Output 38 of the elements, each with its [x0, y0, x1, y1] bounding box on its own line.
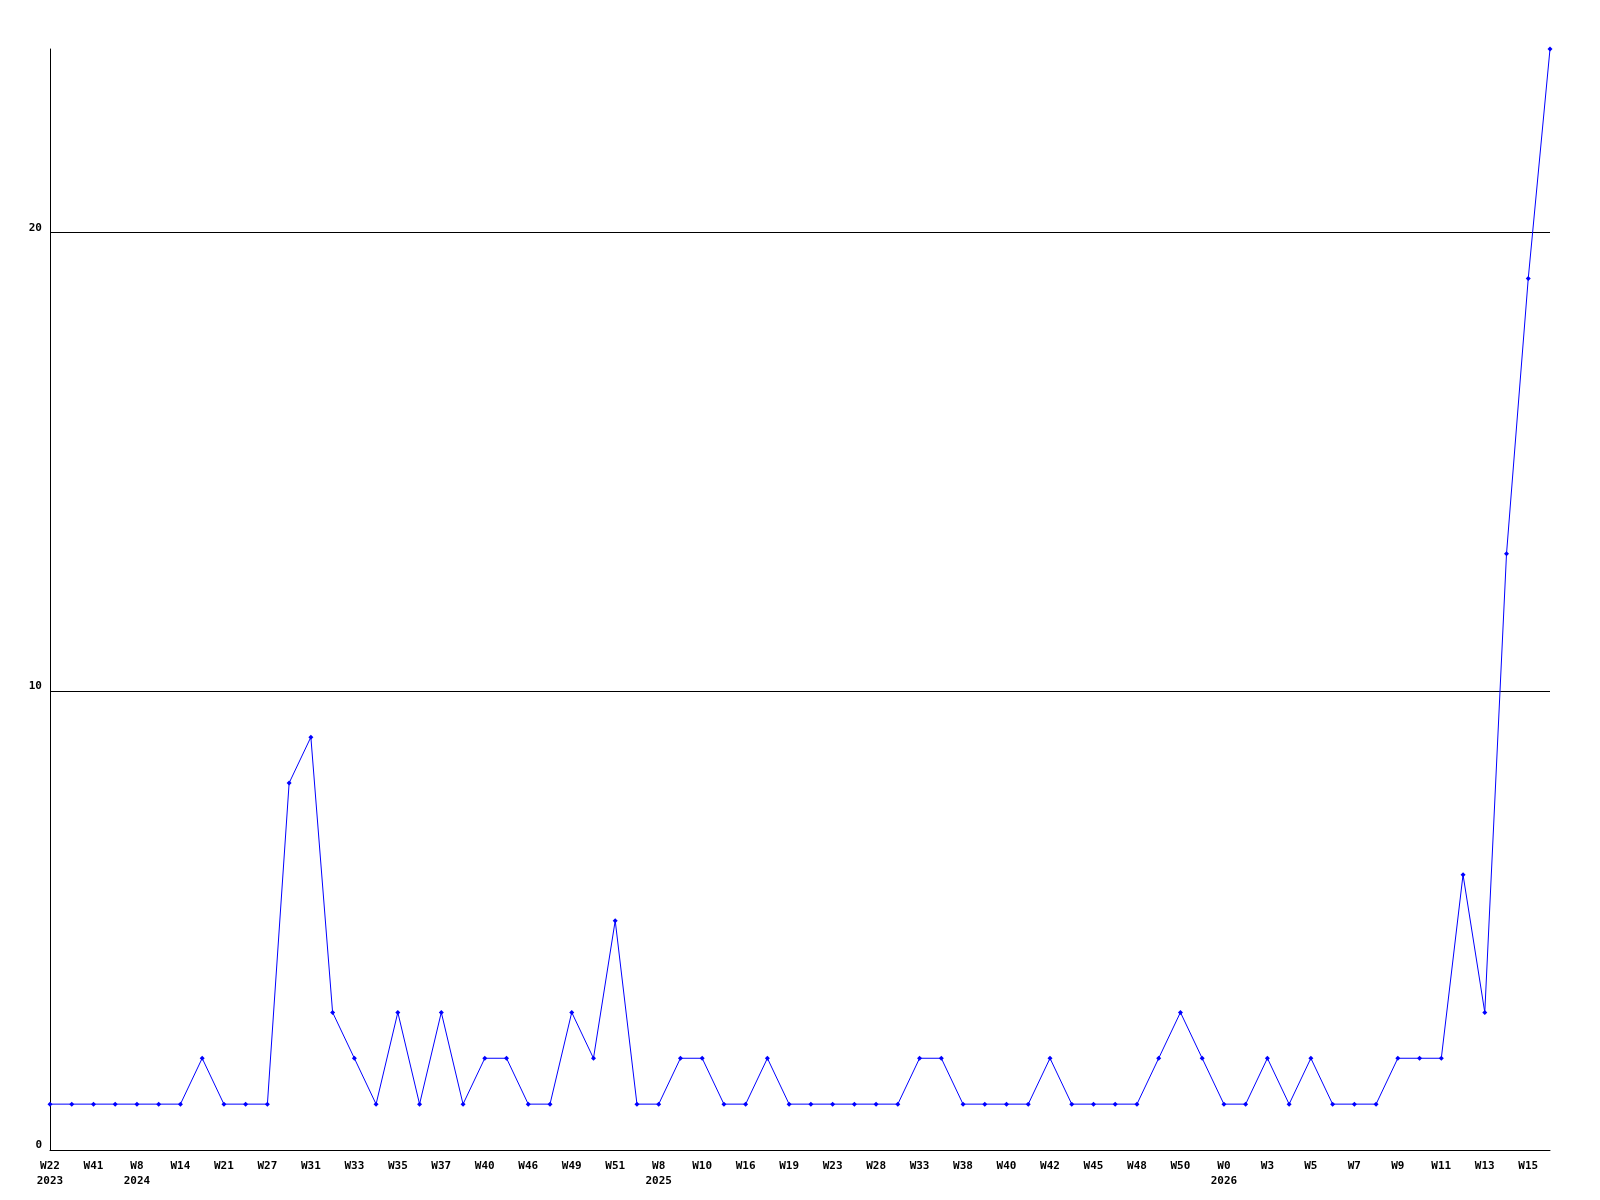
- x-tick-label: W41: [83, 1159, 104, 1172]
- x-tick-label: W15: [1518, 1159, 1539, 1172]
- x-tick-label: W9: [1391, 1159, 1405, 1172]
- x-tick-label: W7: [1347, 1159, 1361, 1172]
- y-tick-label: 0: [35, 1138, 42, 1151]
- x-tick-label: W38: [953, 1159, 973, 1172]
- x-tick-label: W40: [474, 1159, 495, 1172]
- x-tick-label: W13: [1474, 1159, 1495, 1172]
- x-tick-label: W31: [300, 1159, 322, 1172]
- x-tick-label: W42: [1040, 1159, 1060, 1172]
- x-tick-label: W10: [692, 1159, 713, 1172]
- x-tick-label: W40: [996, 1159, 1017, 1172]
- x-tick-label: W14: [170, 1159, 191, 1172]
- x-tick-label: W22 2023: [36, 1159, 64, 1187]
- x-tick-label: W49: [561, 1159, 582, 1172]
- x-tick-label: W8 2024: [123, 1159, 151, 1187]
- x-tick-label: W45: [1083, 1159, 1104, 1172]
- x-tick-label: W33: [344, 1159, 365, 1172]
- x-tick-label: W5: [1304, 1159, 1318, 1172]
- y-tick-label: 10: [28, 679, 42, 693]
- x-tick-label: W48: [1127, 1159, 1147, 1172]
- y-tick-label: 20: [28, 220, 42, 234]
- x-tick-label: W35: [387, 1159, 408, 1172]
- x-tick-label: W11: [1431, 1159, 1452, 1172]
- x-tick-label: W19: [779, 1159, 800, 1172]
- x-tick-label: W23: [822, 1159, 843, 1172]
- x-tick-label: W27: [257, 1159, 278, 1172]
- x-tick-label: W50: [1170, 1159, 1191, 1172]
- x-tick-label: W21: [213, 1159, 235, 1172]
- x-tick-label: W33: [909, 1159, 930, 1172]
- x-tick-label: W28: [866, 1159, 887, 1172]
- x-tick-label: W46: [518, 1159, 539, 1172]
- x-tick-label: W16: [735, 1159, 756, 1172]
- x-tick-label: W3: [1260, 1159, 1275, 1172]
- x-tick-label: W51: [605, 1159, 626, 1172]
- x-tick-label: W8 2025: [645, 1159, 672, 1187]
- x-tick-label: W37: [431, 1159, 452, 1172]
- x-tick-label: W0 2026: [1210, 1159, 1238, 1187]
